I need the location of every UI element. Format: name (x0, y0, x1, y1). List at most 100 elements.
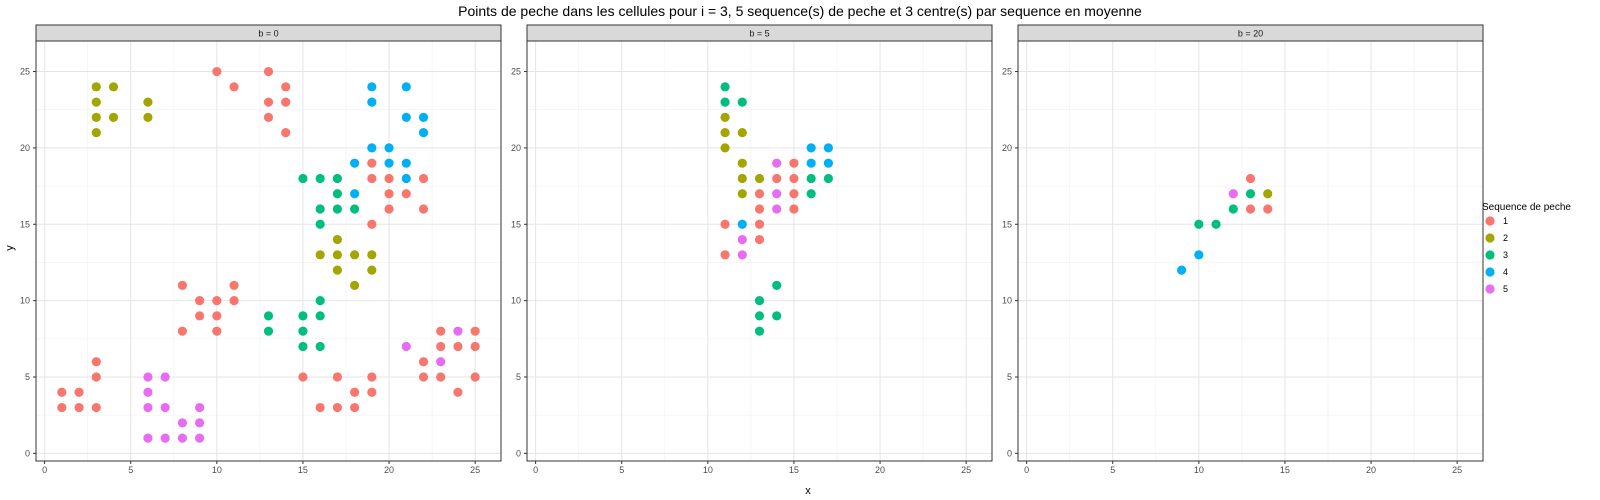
data-point (401, 158, 411, 168)
data-point (754, 234, 765, 245)
data-point (91, 357, 101, 367)
data-point (177, 326, 187, 336)
data-point (281, 97, 291, 107)
data-point (367, 143, 377, 153)
legend-key (1485, 233, 1495, 243)
x-tick-label: 20 (384, 465, 394, 475)
data-point (720, 143, 730, 153)
facet-strip-label: b = 5 (749, 29, 769, 39)
data-point (367, 173, 377, 184)
data-point (1245, 204, 1256, 214)
data-point (772, 280, 782, 290)
data-point (367, 387, 377, 397)
data-point (1194, 250, 1204, 260)
legend-label: 4 (1503, 267, 1508, 277)
data-point (772, 158, 782, 168)
data-point (350, 387, 360, 397)
data-point (806, 158, 816, 168)
legend-key (1485, 216, 1495, 226)
data-point (91, 402, 101, 413)
data-point (281, 82, 291, 92)
facet-panel: b = 0 0 5 10 15 20 25 0 5 10 15 20 25 (20, 24, 502, 475)
data-point (1228, 204, 1238, 214)
data-point (367, 372, 377, 382)
data-point (332, 250, 342, 260)
data-point (212, 311, 222, 321)
data-point (436, 357, 446, 367)
y-tick-label: 5 (25, 372, 30, 382)
data-point (737, 97, 747, 107)
data-point (384, 189, 394, 199)
data-point (1194, 219, 1204, 229)
panel-background (1018, 41, 1483, 461)
data-point (384, 204, 394, 214)
y-tick-label: 0 (516, 448, 521, 458)
legend-label: 3 (1503, 250, 1508, 260)
legend-label: 5 (1503, 284, 1508, 294)
data-point (91, 82, 101, 92)
data-point (470, 372, 480, 382)
data-point (315, 250, 325, 260)
data-point (737, 158, 747, 168)
data-point (143, 402, 153, 413)
data-point (789, 189, 799, 199)
x-tick-label: 5 (128, 465, 133, 475)
y-tick-label: 15 (1002, 219, 1012, 229)
data-point (806, 143, 816, 153)
data-point (143, 433, 153, 443)
y-tick-label: 0 (25, 448, 30, 458)
data-point (453, 341, 463, 352)
x-tick-label: 15 (789, 465, 799, 475)
data-point (57, 402, 67, 413)
facet-strip-label: b = 0 (258, 29, 278, 39)
data-point (737, 250, 747, 260)
y-tick-label: 15 (511, 219, 521, 229)
data-point (367, 158, 377, 168)
y-tick-label: 25 (1002, 67, 1012, 77)
data-point (263, 112, 274, 122)
data-point (195, 311, 205, 321)
data-point (436, 341, 446, 352)
panel-border (35, 40, 502, 462)
data-point (720, 219, 730, 229)
data-point (195, 402, 205, 413)
data-point (367, 82, 377, 92)
data-point (754, 189, 765, 199)
legend-key (1485, 250, 1495, 260)
data-point (418, 204, 429, 214)
x-tick-label: 25 (961, 465, 971, 475)
data-point (1263, 204, 1273, 214)
data-point (789, 173, 799, 184)
data-point (315, 219, 325, 229)
data-point (772, 204, 782, 214)
data-point (737, 219, 747, 229)
data-point (737, 128, 747, 138)
chart-title: Points de peche dans les cellules pour i… (458, 3, 1142, 19)
data-point (332, 234, 342, 245)
data-point (1211, 219, 1221, 229)
data-point (350, 250, 360, 260)
y-tick-label: 15 (20, 219, 30, 229)
data-point (401, 112, 411, 122)
data-point (263, 326, 274, 336)
data-point (143, 112, 153, 122)
data-point (143, 387, 153, 397)
data-point (453, 326, 463, 336)
panel-border (526, 40, 993, 462)
y-tick-label: 25 (511, 67, 521, 77)
data-point (91, 128, 101, 138)
data-point (332, 265, 342, 275)
data-point (315, 204, 325, 214)
x-tick-label: 25 (470, 465, 480, 475)
x-tick-label: 10 (1194, 465, 1204, 475)
data-point (229, 296, 239, 306)
data-point (91, 97, 101, 107)
data-point (315, 402, 325, 413)
data-point (384, 173, 394, 184)
data-point (143, 372, 153, 382)
y-axis-title: y (4, 245, 16, 251)
data-point (418, 112, 429, 122)
data-point (737, 173, 747, 184)
data-point (57, 387, 67, 397)
data-point (453, 387, 463, 397)
